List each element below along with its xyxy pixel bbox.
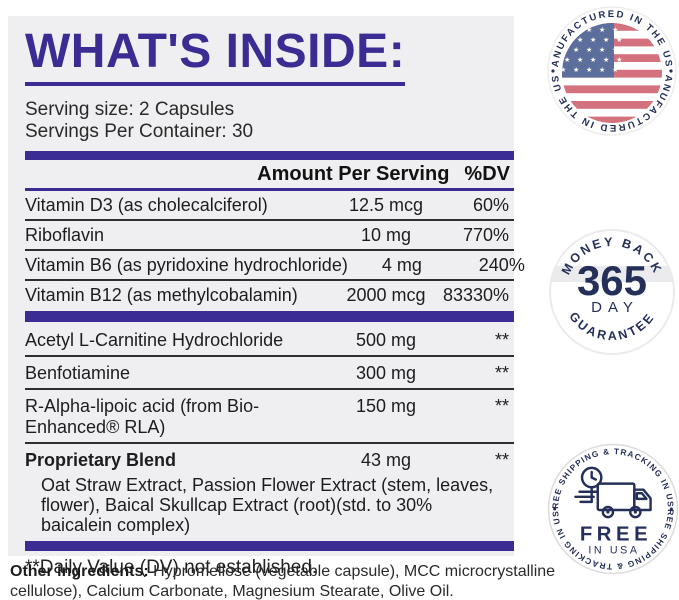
svg-text:★ ★ ★ ★ ★: ★ ★ ★ ★ ★	[564, 56, 625, 64]
table-row: Vitamin B6 (as pyridoxine hydrochloride)…	[25, 251, 525, 279]
svg-text:★ ★ ★ ★ ★: ★ ★ ★ ★ ★	[560, 26, 621, 34]
ingredient-dv: **	[494, 330, 509, 350]
row-separator	[25, 442, 514, 444]
table-row: Riboflavin 10 mg 770%	[25, 221, 514, 249]
row-separator	[25, 219, 514, 221]
row-separator	[25, 279, 514, 281]
ingredient-name: Vitamin D3 (as cholecalciferol)	[25, 195, 268, 215]
blend-dv: **	[494, 450, 509, 470]
divider-bar-top	[25, 151, 514, 160]
serving-size: Serving size: 2 Capsules	[25, 99, 235, 120]
serving-info: Serving size: 2 Capsules Servings Per Co…	[25, 99, 514, 143]
dv-footnote: **Daily Value (DV) not established.	[25, 557, 318, 578]
dot-icon	[553, 507, 557, 511]
ingredient-dv: 83330%	[442, 285, 509, 305]
ingredient-dv: 60%	[472, 195, 509, 215]
made-in-usa-badge: ★ ★ ★ ★ ★ ★ ★ ★ ★ ★ ★ ★ ★ ★ ★ ★ ★ ★ ★ ★ …	[547, 6, 677, 136]
ingredient-name: Acetyl L-Carnitine Hydrochloride	[25, 330, 284, 350]
amount-per-serving-header: Amount Per Serving	[257, 163, 450, 185]
dot-icon	[551, 69, 555, 73]
divider-bar-bottom	[25, 541, 514, 551]
row-separator	[25, 249, 514, 251]
other-ingredients-text: Hypromellose (vegetable capsule), MCC mi…	[10, 563, 556, 600]
ingredient-amount: 300 mg	[355, 363, 417, 383]
badge-circle	[549, 229, 675, 355]
ingredient-name: Benfotiamine	[25, 363, 131, 383]
usa-flag-icon: ★ ★ ★ ★ ★ ★ ★ ★ ★ ★ ★ ★ ★ ★ ★ ★ ★ ★ ★ ★ …	[560, 23, 662, 123]
servings-per-container: Servings Per Container: 30	[25, 121, 254, 142]
divider-bar-middle	[25, 311, 514, 322]
header-rule	[25, 188, 514, 191]
badge-in-usa-label: IN USA	[588, 545, 639, 557]
dot-icon	[669, 69, 673, 73]
ingredient-amount: 4 mg	[381, 255, 422, 275]
blend-amount: 43 mg	[360, 450, 412, 470]
blend-contents: Oat Straw Extract, Passion Flower Extrac…	[41, 475, 494, 535]
ingredient-dv: **	[494, 363, 509, 383]
table-row: Vitamin D3 (as cholecalciferol) 12.5 mcg…	[25, 191, 514, 219]
ingredient-dv: **	[494, 396, 509, 416]
badge-day-label: DAY	[591, 299, 639, 316]
table-header: Amount Per Serving %DV	[25, 160, 514, 188]
free-shipping-badge: FREE SHIPPING & TRACKING IN USA FREE SHI…	[547, 443, 679, 575]
page-title: WHAT'S INSIDE:	[25, 28, 406, 86]
ingredient-amount: 2000 mcg	[346, 285, 426, 305]
ingredient-name: Vitamin B6 (as pyridoxine hydrochloride)	[25, 255, 348, 275]
svg-text:★ ★ ★ ★ ★: ★ ★ ★ ★ ★	[560, 66, 621, 74]
blend-name: Proprietary Blend	[25, 450, 177, 470]
table-row: Vitamin B12 (as methylcobalamin) 2000 mc…	[25, 281, 514, 309]
table-row: Acetyl L-Carnitine Hydrochloride 500 mg …	[25, 324, 514, 355]
table-row: R-Alpha-lipoic acid (from Bio-Enhanced® …	[25, 390, 514, 442]
row-separator	[25, 355, 514, 357]
ingredient-dv: 240%	[478, 255, 525, 275]
ingredient-amount: 150 mg	[355, 396, 417, 416]
dv-header: %DV	[464, 163, 510, 185]
dot-icon	[669, 507, 673, 511]
badge-band	[550, 266, 674, 282]
supplement-facts-panel: WHAT'S INSIDE: Serving size: 2 Capsules …	[8, 16, 525, 578]
ingredient-amount: 10 mg	[360, 225, 412, 245]
money-back-guarantee-badge: MONEY BACK 365 DAY GUARANTEE	[549, 229, 675, 355]
delivery-truck-icon	[574, 466, 652, 519]
ingredient-dv: 770%	[462, 225, 509, 245]
svg-text:★ ★ ★ ★ ★: ★ ★ ★ ★ ★	[560, 46, 621, 54]
ingredient-name: R-Alpha-lipoic acid (from Bio-Enhanced® …	[25, 396, 260, 437]
ingredient-name: Riboflavin	[25, 225, 105, 245]
svg-text:★ ★ ★ ★ ★: ★ ★ ★ ★ ★	[564, 36, 625, 44]
other-ingredients-label: Other ingredients:	[10, 563, 149, 580]
other-ingredients: Other ingredients: Hypromellose (vegetab…	[10, 562, 562, 600]
row-separator	[25, 388, 514, 390]
ingredient-name: Vitamin B12 (as methylcobalamin)	[25, 285, 298, 305]
ingredient-amount: 500 mg	[355, 330, 417, 350]
badge-365-number: 365	[577, 257, 647, 304]
table-row-proprietary-blend: Proprietary Blend 43 mg **	[25, 444, 514, 475]
badge-free-label: FREE	[580, 523, 652, 545]
ingredient-amount: 12.5 mcg	[348, 195, 424, 215]
table-row: Benfotiamine 300 mg **	[25, 357, 514, 388]
